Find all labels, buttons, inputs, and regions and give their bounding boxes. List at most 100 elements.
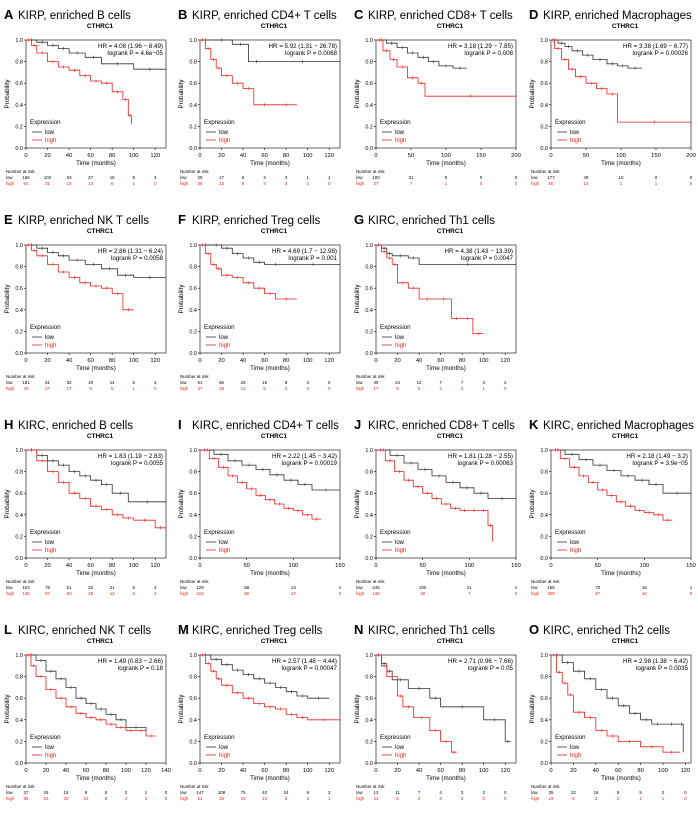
- risk-count-low: 0: [504, 790, 507, 795]
- panel-title: KIRC, enriched Th1 cells: [368, 625, 495, 637]
- risk-count-high: 2: [439, 796, 442, 801]
- risk-count-high: 17: [291, 591, 296, 596]
- x-axis-label: Time (months): [250, 160, 290, 167]
- x-tick-label: 80: [103, 768, 109, 774]
- risk-count-high: 1: [662, 796, 665, 801]
- risk-count-high: 97: [45, 591, 50, 596]
- x-tick-label: 80: [109, 358, 115, 364]
- x-tick-label: 200: [686, 153, 696, 159]
- legend-label-high: high: [45, 548, 56, 554]
- risk-count-low: 78: [45, 585, 50, 590]
- x-tick-label: 0: [549, 563, 552, 569]
- y-tick-label: 0.4: [540, 103, 548, 109]
- risk-count-high: 1: [620, 181, 623, 186]
- x-tick-label: 20: [44, 563, 50, 569]
- x-tick-label: 150: [476, 153, 486, 159]
- risk-count-low: 26: [44, 790, 49, 795]
- risk-count-low: 49: [584, 175, 589, 180]
- risk-row-label-high: high: [6, 386, 15, 391]
- y-tick-label: 1.0: [365, 38, 373, 44]
- panel-letter: A: [4, 7, 14, 22]
- plot-frame: [375, 654, 517, 764]
- y-tick-label: 0.6: [540, 81, 548, 87]
- risk-count-high: 0: [339, 591, 342, 596]
- risk-count-high: 0: [306, 386, 309, 391]
- risk-count-low: 10: [619, 175, 624, 180]
- risk-count-low: 1: [145, 790, 148, 795]
- y-tick-label: 0.0: [540, 761, 548, 767]
- y-tick-label: 0.2: [15, 534, 23, 540]
- risk-count-low: 1: [339, 585, 342, 590]
- risk-count-low: 21: [467, 585, 472, 590]
- legend-title: Expression: [30, 324, 61, 331]
- survival-curve-high: [376, 244, 484, 334]
- risk-count-low: 0: [165, 790, 168, 795]
- panel-subtitle: CTHRC1: [87, 228, 114, 235]
- legend-label-high: high: [570, 138, 581, 144]
- x-tick-label: 40: [66, 153, 72, 159]
- risk-count-high: 0: [480, 181, 483, 186]
- legend-label-high: high: [219, 753, 230, 759]
- hazard-ratio: HR = 4.69 (1.7 − 12.98): [272, 248, 337, 255]
- risk-row-label-high: high: [6, 181, 15, 186]
- y-tick-label: 1.0: [15, 243, 23, 249]
- y-tick-label: 1.0: [15, 38, 23, 44]
- y-tick-label: 1.0: [365, 448, 373, 454]
- risk-count-high: 49: [420, 591, 425, 596]
- plot-frame: [550, 654, 692, 764]
- x-tick-label: 80: [109, 153, 115, 159]
- panel-letter: O: [529, 622, 539, 637]
- y-tick-label: 1.0: [15, 653, 23, 659]
- panel-subtitle: CTHRC1: [87, 23, 114, 30]
- risk-count-low: 32: [67, 380, 72, 385]
- survival-curve-high: [26, 654, 156, 737]
- logrank-p: logrank P = 0.00019: [282, 460, 338, 467]
- y-tick-label: 0.6: [189, 81, 197, 87]
- risk-count-low: 1: [306, 175, 309, 180]
- risk-count-high: 3: [418, 796, 421, 801]
- risk-count-low: 27: [88, 175, 93, 180]
- panel-title: KIRP, enriched CD8+ T cells: [368, 10, 513, 22]
- x-tick-label: 100: [441, 153, 451, 159]
- y-tick-label: 0.8: [15, 265, 23, 271]
- risk-count-low: 19: [88, 380, 93, 385]
- x-tick-label: 0: [198, 358, 201, 364]
- risk-count-low: 2: [504, 380, 507, 385]
- y-tick-label: 0.8: [15, 675, 23, 681]
- y-tick-label: 0.0: [189, 146, 197, 152]
- risk-count-high: 1: [445, 181, 448, 186]
- x-tick-label: 100: [129, 358, 139, 364]
- x-tick-label: 60: [261, 358, 267, 364]
- x-tick-label: 40: [416, 358, 422, 364]
- x-tick-label: 80: [637, 768, 643, 774]
- risk-count-low: 15: [64, 790, 69, 795]
- risk-count-high: 13: [110, 591, 115, 596]
- risk-count-high: 0: [690, 181, 693, 186]
- plot-frame: [25, 244, 167, 354]
- y-tick-label: 0.8: [15, 470, 23, 476]
- x-axis-label: Time (months): [601, 775, 641, 782]
- x-tick-label: 100: [121, 768, 131, 774]
- y-tick-label: 1.0: [365, 243, 373, 249]
- y-axis-label: Probability: [529, 489, 536, 519]
- risk-count-high: 0: [690, 591, 693, 596]
- risk-count-high: 7: [410, 181, 413, 186]
- risk-count-high: 85: [24, 796, 29, 801]
- legend-title: Expression: [30, 734, 61, 741]
- risk-count-low: 2: [662, 790, 665, 795]
- risk-count-high: 35: [198, 181, 203, 186]
- risk-count-low: 29: [198, 175, 203, 180]
- panel-letter: M: [178, 622, 189, 637]
- legend-label-low: low: [45, 335, 55, 341]
- risk-count-high: 18: [219, 386, 224, 391]
- panel-letter: I: [178, 417, 182, 432]
- x-tick-label: 120: [324, 153, 334, 159]
- x-tick-label: 120: [500, 358, 510, 364]
- risk-count-high: 0: [461, 796, 464, 801]
- x-tick-label: 40: [66, 563, 72, 569]
- hazard-ratio: HR = 4.08 (1.96 − 8.49): [98, 43, 163, 50]
- x-tick-label: 40: [240, 358, 246, 364]
- panel-letter: D: [529, 7, 538, 22]
- y-tick-label: 0.8: [540, 675, 548, 681]
- risk-count-low: 6: [132, 585, 135, 590]
